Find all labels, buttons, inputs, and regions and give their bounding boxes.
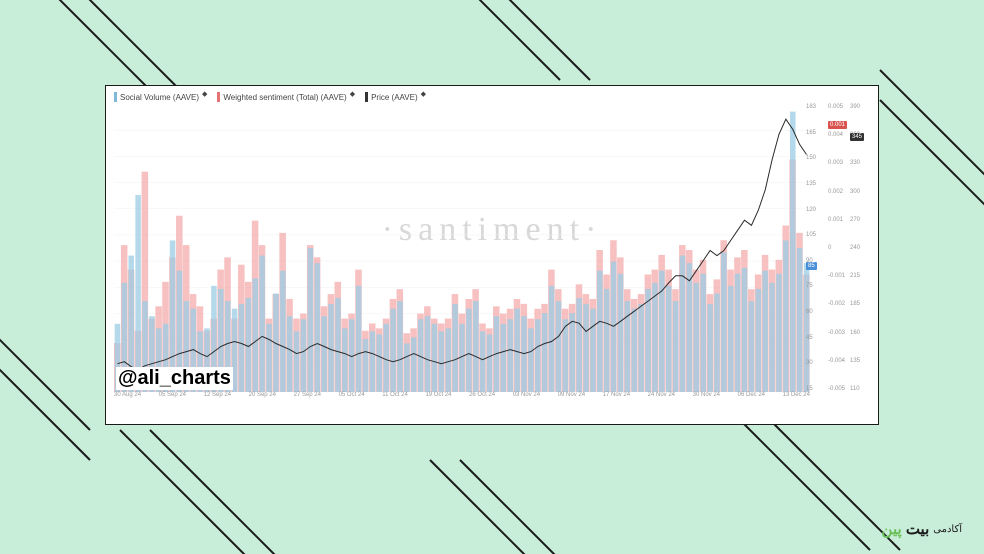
y-tick-label: 0.004 xyxy=(828,132,848,138)
x-tick-label: 05 Oct 24 xyxy=(339,392,365,404)
legend-item-social-volume: Social Volume (AAVE) ◆ xyxy=(114,92,207,102)
x-tick-label: 19 Oct 24 xyxy=(425,392,451,404)
y-axis-badge: 85 xyxy=(806,262,817,270)
y-axis-sentiment: 0.005 0.004 0.003 0.002 0.001 0 -0.001 -0.002 -0… xyxy=(828,104,848,392)
y-tick-label: 150 xyxy=(806,155,826,161)
y-tick-label: 110 xyxy=(850,386,870,392)
y-tick-label: 0 xyxy=(828,245,848,251)
x-tick-label: 13 Dec 24 xyxy=(783,392,810,404)
legend-label: Social Volume (AAVE) xyxy=(120,93,199,102)
x-axis: 30 Aug 24 05 Sep 24 12 Sep 24 20 Sep 24 27 S… xyxy=(114,392,810,404)
y-tick-label: 105 xyxy=(806,232,826,238)
legend-item-sentiment: Weighted sentiment (Total) (AAVE) ◆ xyxy=(217,92,355,102)
legend-sup-icon: ◆ xyxy=(202,90,207,98)
y-tick-label: 300 xyxy=(850,189,870,195)
y-axis-price: 390360330300270240215185160135110345 xyxy=(850,104,870,392)
y-tick-label: 183 xyxy=(806,104,826,110)
x-tick-label: 12 Sep 24 xyxy=(204,392,231,404)
legend-swatch xyxy=(365,92,368,102)
legend-item-price: Price (AAVE) ◆ xyxy=(365,92,426,102)
y-axis-badge: 345 xyxy=(850,133,864,141)
y-tick-label: -0.004 xyxy=(828,358,848,364)
brand-main-text: بیت پین xyxy=(882,520,930,538)
x-tick-label: 03 Nov 24 xyxy=(513,392,540,404)
x-tick-label: 26 Oct 24 xyxy=(469,392,495,404)
x-tick-label: 09 Nov 24 xyxy=(558,392,585,404)
chart-svg xyxy=(114,104,810,392)
y-tick-label: 270 xyxy=(850,217,870,223)
y-tick-label: 0.001 xyxy=(828,217,848,223)
x-tick-label: 30 Nov 24 xyxy=(693,392,720,404)
brand-small-text: آکادمی xyxy=(933,524,962,535)
x-tick-label: 20 Sep 24 xyxy=(249,392,276,404)
chart-card: Social Volume (AAVE) ◆ Weighted sentimen… xyxy=(105,85,879,425)
x-tick-label: 05 Sep 24 xyxy=(159,392,186,404)
y-tick-label: 15 xyxy=(806,386,826,392)
y-tick-label: 330 xyxy=(850,160,870,166)
y-axis-social-volume: 18316515013512010590756045301585 xyxy=(806,104,826,392)
y-tick-label: 60 xyxy=(806,309,826,315)
legend-label: Weighted sentiment (Total) (AAVE) xyxy=(223,93,346,102)
y-tick-label: 45 xyxy=(806,335,826,341)
x-tick-label: 17 Nov 24 xyxy=(603,392,630,404)
x-tick-label: 11 Oct 24 xyxy=(382,392,408,404)
legend-sup-icon: ◆ xyxy=(421,90,426,98)
y-tick-label: 390 xyxy=(850,104,870,110)
legend-label: Price (AAVE) xyxy=(371,93,418,102)
legend-sup-icon: ◆ xyxy=(350,90,355,98)
plot-area: ·santiment· @ali_charts 30 Aug 2405 Sep … xyxy=(114,104,870,404)
x-tick-label: 27 Sep 24 xyxy=(294,392,321,404)
y-tick-label: 75 xyxy=(806,283,826,289)
y-axis-badge: 0.001 xyxy=(828,121,847,129)
y-tick-label: 135 xyxy=(850,358,870,364)
chart-legend: Social Volume (AAVE) ◆ Weighted sentimen… xyxy=(114,92,870,102)
y-tick-label: 165 xyxy=(806,130,826,136)
y-tick-label: -0.003 xyxy=(828,330,848,336)
y-tick-label: 135 xyxy=(806,181,826,187)
y-tick-label: 120 xyxy=(806,207,826,213)
y-tick-label: 160 xyxy=(850,330,870,336)
legend-swatch xyxy=(114,92,117,102)
y-tick-label: 215 xyxy=(850,273,870,279)
x-tick-label: 24 Nov 24 xyxy=(648,392,675,404)
y-tick-label: -0.002 xyxy=(828,301,848,307)
x-tick-label: 30 Aug 24 xyxy=(114,392,141,404)
y-tick-label: -0.001 xyxy=(828,273,848,279)
y-tick-label: -0.005 xyxy=(828,386,848,392)
y-tick-label: 240 xyxy=(850,245,870,251)
y-tick-label: 185 xyxy=(850,301,870,307)
legend-swatch xyxy=(217,92,220,102)
brand-logo: آکادمی بیت پین xyxy=(882,520,962,538)
y-tick-label: 0.002 xyxy=(828,189,848,195)
y-tick-label: 0.003 xyxy=(828,160,848,166)
x-tick-label: 06 Dec 24 xyxy=(738,392,765,404)
y-tick-label: 0.005 xyxy=(828,104,848,110)
attribution-label: @ali_charts xyxy=(116,367,233,390)
y-tick-label: 30 xyxy=(806,360,826,366)
